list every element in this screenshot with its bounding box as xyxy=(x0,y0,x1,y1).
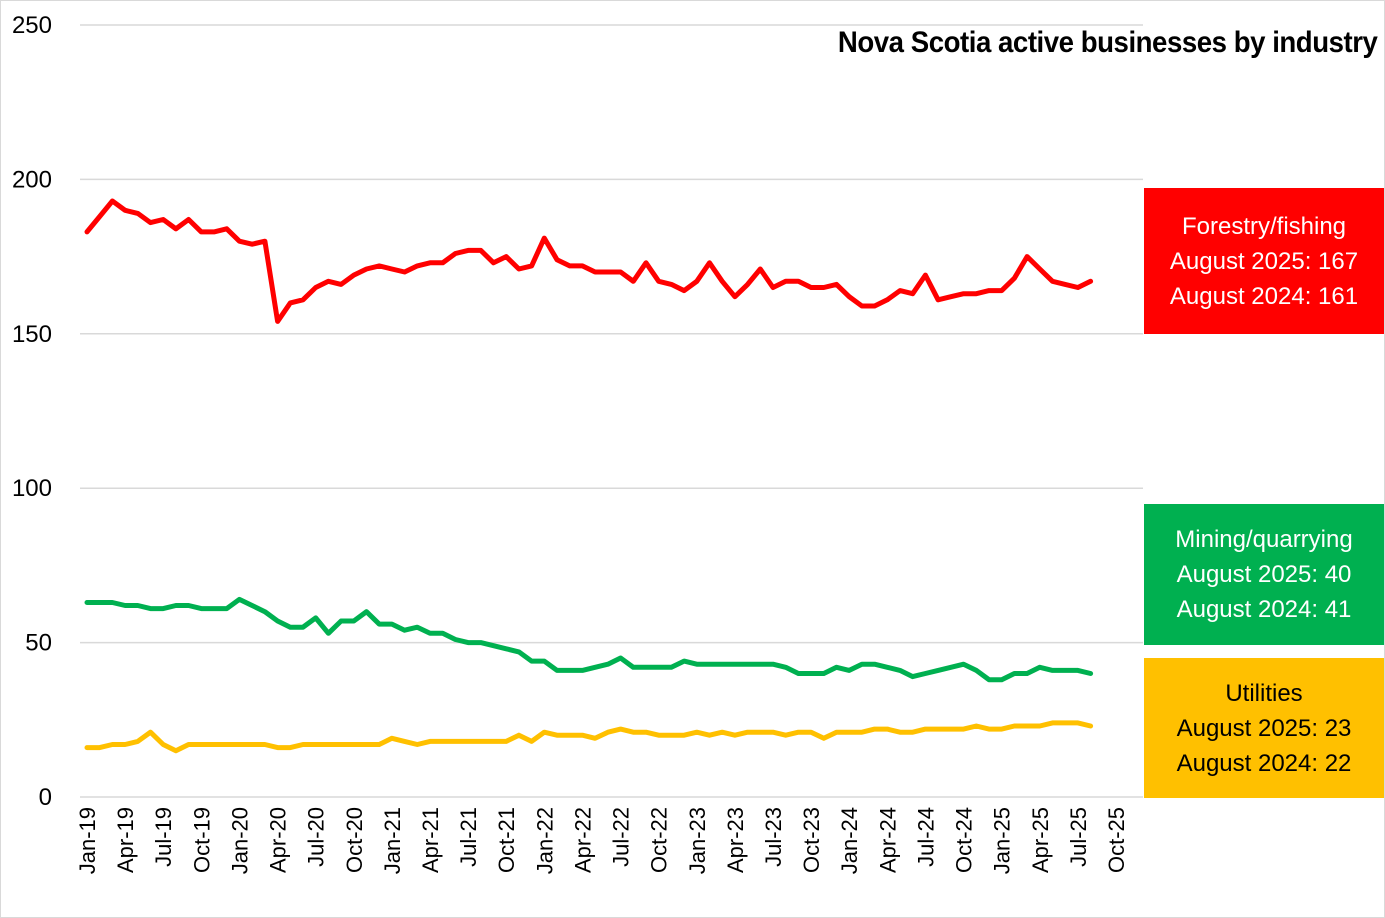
y-tick-label: 250 xyxy=(12,12,52,39)
y-tick-label: 50 xyxy=(25,630,52,657)
forestry-fishing-value-box: Forestry/fishing August 2025: 167 August… xyxy=(1144,188,1384,334)
chart-title: Nova Scotia active businesses by industr… xyxy=(837,26,1378,59)
mining-quarrying-value-box: Mining/quarrying August 2025: 40 August … xyxy=(1144,504,1384,645)
x-tick-label: Jan-23 xyxy=(685,807,710,874)
mining-box-name: Mining/quarrying xyxy=(1175,526,1353,553)
x-tick-label: Jul-25 xyxy=(1066,807,1091,867)
x-tick-label: Jul-19 xyxy=(151,807,176,867)
x-tick-label: Apr-19 xyxy=(113,807,138,873)
x-tick-label: Oct-21 xyxy=(494,807,519,873)
x-tick-label: Jul-22 xyxy=(609,807,634,867)
x-tick-label: Jan-22 xyxy=(532,807,557,874)
utilities-box-2024: August 2024: 22 xyxy=(1176,749,1352,777)
x-axis-ticks: Jan-19 Apr-19 Jul-19 Oct-19 Jan-20 Apr-20 Jul-… xyxy=(75,807,1129,874)
x-tick-label: Jan-20 xyxy=(227,807,252,874)
utilities-value-box: Utilities August 2025: 23 August 2024: 2… xyxy=(1144,658,1384,798)
mining-box-2025: August 2025: 40 xyxy=(1176,561,1352,588)
gridlines xyxy=(80,24,1143,798)
utilities-box-name: Utilities xyxy=(1225,679,1303,707)
x-tick-label: Apr-25 xyxy=(1028,807,1053,873)
y-tick-label: 200 xyxy=(12,166,52,193)
forestry-box-2024: August 2024: 161 xyxy=(1169,282,1359,310)
series-line-forestry-fishing xyxy=(84,198,1094,324)
x-tick-label: Apr-24 xyxy=(875,807,900,873)
x-tick-label: Oct-20 xyxy=(342,807,367,873)
y-tick-label: 0 xyxy=(39,784,52,811)
x-tick-label: Oct-24 xyxy=(952,807,977,873)
x-tick-label: Jul-20 xyxy=(304,807,329,867)
x-tick-label: Jul-24 xyxy=(913,807,938,867)
x-tick-label: Jan-25 xyxy=(990,807,1015,874)
x-tick-label: Oct-25 xyxy=(1104,807,1129,873)
forestry-box-2025: August 2025: 167 xyxy=(1169,247,1359,275)
x-tick-label: Oct-19 xyxy=(189,807,214,873)
y-tick-label: 150 xyxy=(12,321,52,348)
x-tick-label: Apr-22 xyxy=(570,807,595,873)
series-line-utilities xyxy=(84,720,1094,754)
x-tick-label: Oct-23 xyxy=(799,807,824,873)
x-tick-label: Jul-21 xyxy=(456,807,481,867)
utilities-box-2025: August 2025: 23 xyxy=(1176,714,1352,742)
x-tick-label: Jan-21 xyxy=(380,807,405,874)
x-tick-label: Oct-22 xyxy=(647,807,672,873)
x-tick-label: Jan-24 xyxy=(837,807,862,874)
series-line-mining-quarrying xyxy=(84,596,1094,683)
mining-box-2024: August 2024: 41 xyxy=(1176,596,1352,623)
x-tick-label: Apr-23 xyxy=(723,807,748,873)
forestry-box-name: Forestry/fishing xyxy=(1181,212,1347,240)
x-tick-label: Apr-21 xyxy=(418,807,443,873)
x-tick-label: Jul-23 xyxy=(761,807,786,867)
series-lines xyxy=(84,198,1094,754)
x-tick-label: Jan-19 xyxy=(75,807,100,874)
x-tick-label: Apr-20 xyxy=(266,807,291,873)
y-tick-label: 100 xyxy=(12,475,52,502)
y-axis-ticks: 0 50 100 150 200 250 xyxy=(12,12,52,811)
